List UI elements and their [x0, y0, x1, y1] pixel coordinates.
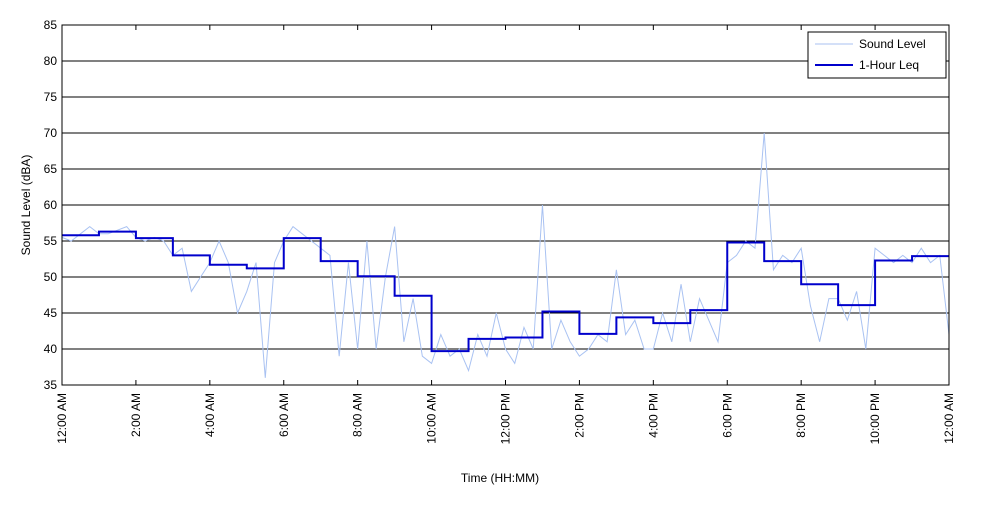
x-tick-label: 6:00 AM: [277, 393, 291, 437]
y-tick-label: 85: [44, 18, 58, 32]
y-tick-label: 60: [44, 198, 58, 212]
plot-frame: [61, 24, 950, 386]
legend-label: 1-Hour Leq: [859, 58, 919, 72]
x-tick-label: 10:00 PM: [868, 393, 882, 444]
x-tick-label: 8:00 PM: [794, 393, 808, 438]
x-tick-label: 10:00 AM: [425, 393, 439, 444]
y-tick-label: 45: [44, 306, 58, 320]
y-tick-label: 70: [44, 126, 58, 140]
legend-box: [807, 31, 947, 79]
y-tick-label: 50: [44, 270, 58, 284]
x-axis-label: Time (HH:MM): [461, 471, 539, 485]
data-line: [62, 230, 949, 353]
y-tick-label: 35: [44, 378, 58, 392]
x-tick-label: 6:00 PM: [720, 393, 734, 438]
x-tick-label: 8:00 AM: [351, 393, 365, 437]
x-tick-label: 12:00 AM: [942, 393, 956, 444]
x-tick-label: 2:00 AM: [129, 393, 143, 437]
y-tick-label: 40: [44, 342, 58, 356]
y-tick-label: 55: [44, 234, 58, 248]
x-tick-label: 12:00 PM: [499, 393, 513, 444]
y-tick-label: 75: [44, 90, 58, 104]
x-tick-label: 4:00 AM: [203, 393, 217, 437]
y-tick-label: 65: [44, 162, 58, 176]
y-tick-label: 80: [44, 54, 58, 68]
x-tick-label: 12:00 AM: [55, 393, 69, 444]
x-tick-label: 2:00 PM: [572, 393, 586, 438]
y-axis-label: Sound Level (dBA): [19, 155, 33, 256]
x-tick-label: 4:00 PM: [646, 393, 660, 438]
legend-label: Sound Level: [859, 37, 926, 51]
